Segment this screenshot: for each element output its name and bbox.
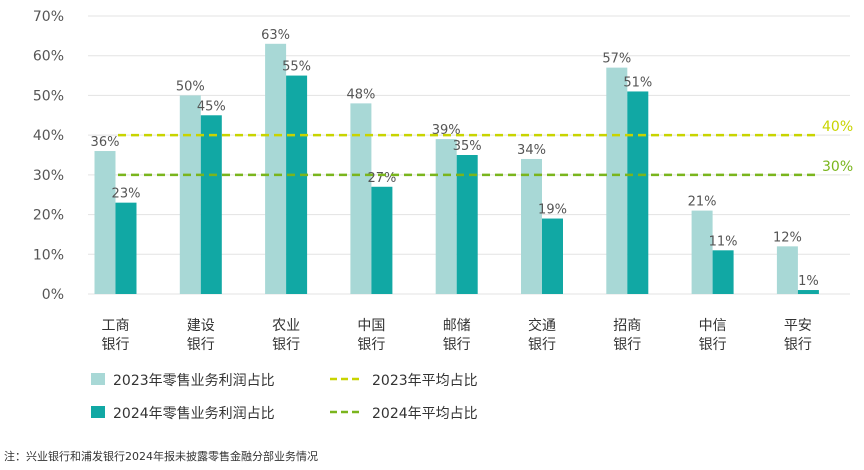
data-label: 35%: [453, 139, 482, 154]
x-category-label: 农业: [272, 318, 300, 334]
bar-2024: [115, 202, 137, 294]
bar-2023: [521, 158, 542, 294]
y-axis: 0% 10% 20% 30% 40% 50% 60% 70%: [33, 9, 64, 303]
data-label: 50%: [176, 79, 205, 94]
x-category-label: 建设: [187, 318, 215, 334]
bar-2023: [776, 246, 798, 294]
bars: 36% 23% 50% 45% 63% 55% 48% 27% 39%35% 34% 19% 57% 5…: [91, 28, 819, 295]
x-category-label: 中国: [357, 318, 385, 334]
bar-2024: [456, 155, 478, 294]
average-value-label: 40%: [822, 119, 853, 135]
x-category-label: 交通: [528, 317, 556, 334]
data-label: 12%: [773, 230, 802, 245]
bar-2023: [691, 210, 713, 294]
x-category-label: 银行: [699, 337, 727, 353]
data-label: 21%: [688, 195, 717, 210]
bar-2024: [542, 218, 563, 294]
data-label: 51%: [623, 75, 652, 90]
data-label: 19%: [538, 203, 567, 218]
bar-2023: [94, 151, 116, 294]
bar-2024: [797, 290, 819, 294]
legend-swatch: [91, 406, 105, 418]
data-label: 27%: [367, 171, 396, 186]
legend-label: 2023年零售业务利润占比: [113, 373, 275, 389]
data-label: 11%: [709, 234, 738, 249]
bar-2024: [286, 75, 308, 294]
footnote: 注：兴业银行和浦发银行2024年报未披露零售金融分部业务情况: [4, 450, 318, 463]
bar-2024: [712, 250, 734, 294]
data-label: 48%: [346, 87, 375, 102]
x-category-label: 招商: [613, 318, 641, 334]
y-tick-label: 70%: [33, 9, 64, 25]
bar-2024: [200, 115, 222, 295]
x-category-label: 银行: [443, 337, 471, 353]
data-label: 57%: [602, 52, 631, 67]
average-lines: 40% 30%: [118, 119, 853, 177]
y-tick-label: 0%: [42, 287, 64, 303]
x-category-label: 银行: [528, 337, 556, 353]
data-label: 55%: [282, 60, 311, 75]
y-tick-label: 60%: [33, 49, 64, 65]
bar-2024: [371, 186, 393, 294]
legend: 2023年零售业务利润占比 2024年零售业务利润占比 2023年平均占比 2024年…: [91, 373, 478, 422]
y-tick-label: 30%: [33, 168, 64, 184]
legend-swatch: [91, 373, 105, 385]
bar-2023: [606, 67, 628, 294]
data-label: 45%: [197, 99, 226, 114]
y-tick-label: 50%: [33, 88, 64, 104]
data-label: 63%: [261, 28, 290, 43]
x-category-label: 邮储: [443, 318, 471, 334]
x-category-label: 银行: [187, 337, 215, 353]
y-tick-label: 40%: [33, 128, 64, 144]
data-label: 1%: [798, 274, 819, 289]
legend-label: 2023年平均占比: [372, 373, 478, 389]
y-tick-label: 10%: [33, 247, 64, 263]
x-category-label: 工商: [102, 318, 130, 334]
bar-2023: [435, 139, 457, 294]
x-category-label: 银行: [357, 337, 385, 353]
data-label: 36%: [91, 135, 120, 150]
data-label: 23%: [112, 187, 141, 202]
data-label: 34%: [517, 143, 546, 158]
x-category-label: 银行: [784, 337, 812, 353]
x-category-label: 银行: [613, 337, 641, 353]
bar-2023: [350, 103, 372, 294]
bar-2024: [627, 91, 649, 294]
bar-2023: [265, 43, 287, 294]
average-value-label: 30%: [822, 159, 853, 175]
x-category-label: 中信: [699, 318, 727, 334]
x-category-label: 银行: [102, 337, 130, 353]
bar-2023: [179, 95, 201, 294]
x-category-label: 银行: [272, 337, 300, 353]
x-category-label: 平安: [784, 318, 812, 334]
y-tick-label: 20%: [33, 208, 64, 224]
legend-label: 2024年平均占比: [372, 406, 478, 422]
legend-label: 2024年零售业务利润占比: [113, 406, 275, 422]
data-label: 39%: [432, 123, 461, 138]
